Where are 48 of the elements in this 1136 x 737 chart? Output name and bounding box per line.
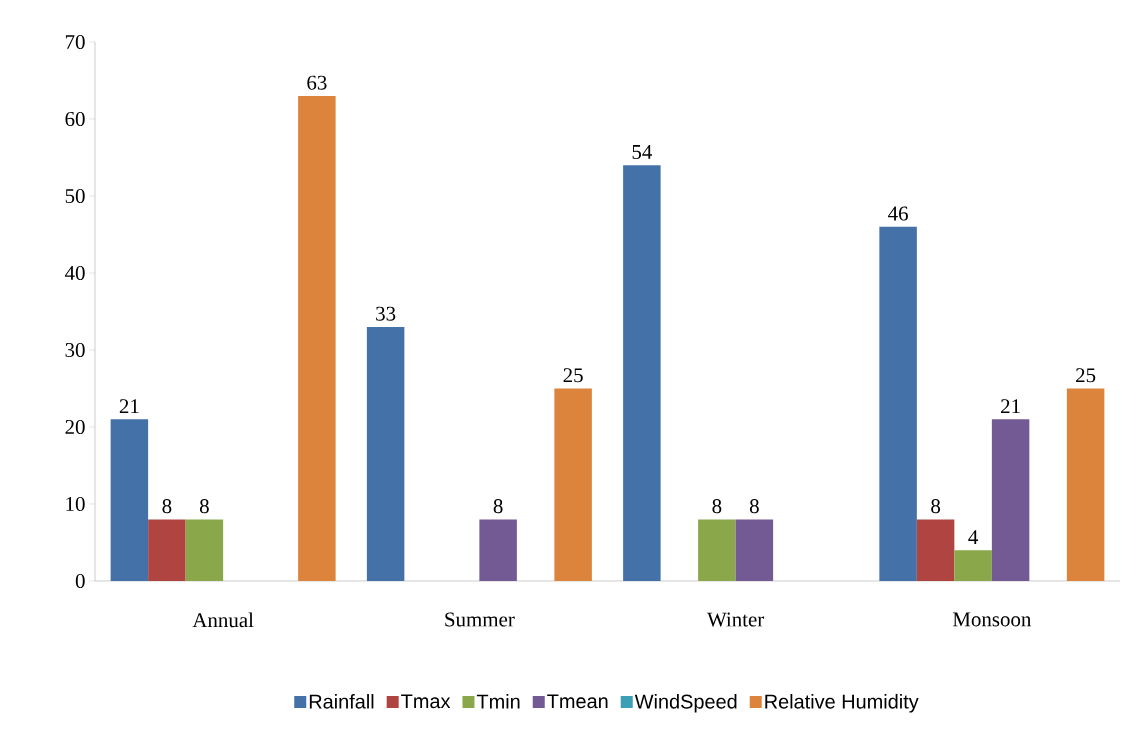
bar xyxy=(916,519,955,581)
y-tick-label: 50 xyxy=(65,188,85,204)
bar xyxy=(879,226,917,581)
bar xyxy=(148,519,186,581)
legend-label: Tmax xyxy=(401,694,451,709)
data-label: 8 xyxy=(749,499,759,514)
data-label: 8 xyxy=(931,499,941,514)
x-tick-label: Annual xyxy=(192,612,254,628)
data-label: 8 xyxy=(493,499,503,514)
bar xyxy=(735,519,774,581)
data-label: 46 xyxy=(888,206,908,221)
bar xyxy=(298,95,336,581)
bar xyxy=(1066,388,1105,581)
x-tick-label: Monsoon xyxy=(952,612,1032,627)
bar xyxy=(698,519,736,581)
x-tick-label: Summer xyxy=(445,612,515,627)
data-label: 8 xyxy=(162,499,172,514)
y-tick-label: 20 xyxy=(65,419,85,435)
data-label: 8 xyxy=(712,499,722,514)
bar xyxy=(110,419,149,581)
y-tick-label: 70 xyxy=(65,34,85,50)
data-label: 21 xyxy=(1001,399,1020,414)
data-label: 4 xyxy=(968,530,979,544)
legend-label: Tmean xyxy=(547,694,608,709)
bar xyxy=(991,419,1030,581)
bar xyxy=(623,165,661,581)
data-label: 8 xyxy=(199,499,209,514)
bar xyxy=(554,388,592,581)
legend-label: Relative Humidity xyxy=(765,694,919,713)
y-tick-label: 30 xyxy=(65,342,85,358)
legend-label: Rainfall xyxy=(309,694,374,709)
data-label: 63 xyxy=(307,75,327,90)
data-label: 21 xyxy=(119,399,139,414)
data-label: 25 xyxy=(1076,368,1096,383)
legend-label: WindSpeed xyxy=(634,694,737,713)
x-tick-label: Winter xyxy=(707,612,765,627)
bar xyxy=(185,519,224,581)
data-label: 33 xyxy=(376,306,396,321)
y-tick-label: 0 xyxy=(75,573,85,589)
data-label: 25 xyxy=(563,368,583,383)
y-tick-label: 10 xyxy=(66,496,85,512)
data-label: 54 xyxy=(632,145,653,159)
bar xyxy=(479,519,517,581)
y-tick-label: 40 xyxy=(64,265,85,281)
bar xyxy=(954,550,992,581)
legend-label: Tmin xyxy=(476,694,520,709)
bar xyxy=(366,326,405,581)
y-tick-label: 60 xyxy=(65,111,85,127)
